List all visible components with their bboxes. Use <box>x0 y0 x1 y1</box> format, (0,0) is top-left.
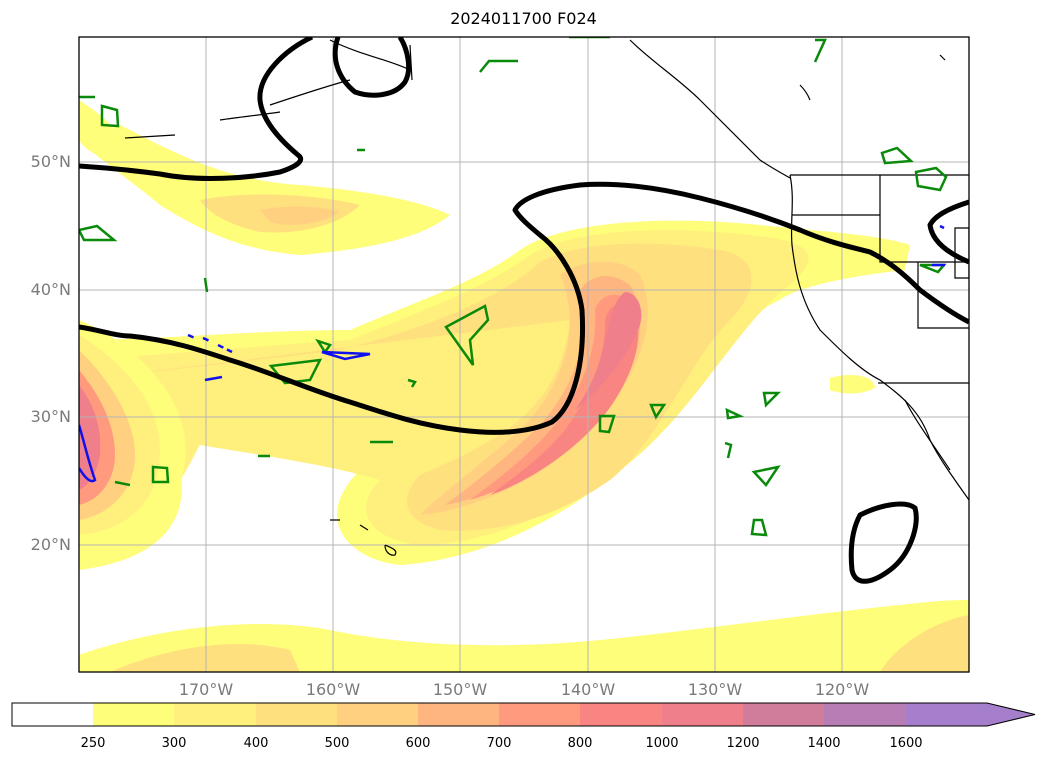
colorbar-swatch-3 <box>256 703 337 726</box>
map-frame <box>78 36 970 673</box>
ivt-patch-ca <box>830 375 875 394</box>
lon-label-130w: 130°W <box>687 680 743 699</box>
colorbar-label-800: 800 <box>567 736 593 751</box>
colorbar-swatch-1 <box>93 703 174 726</box>
lat-label-40n: 40°N <box>30 280 71 299</box>
green-contours <box>79 37 948 537</box>
ivt-south-400 <box>110 643 300 672</box>
colorbar-swatch-10 <box>824 703 906 726</box>
ivt-south-250 <box>79 600 969 672</box>
colorbar-label-1000: 1000 <box>645 736 679 751</box>
colorbar-label-1400: 1400 <box>807 736 841 751</box>
lat-label-50n: 50°N <box>30 152 71 171</box>
map-title: 2024011700 F024 <box>450 9 597 28</box>
lat-label-20n: 20°N <box>30 535 71 554</box>
colorbar-swatch-7 <box>580 703 662 726</box>
ivt-upper-band <box>79 125 450 255</box>
colorbar-extend-arrow <box>906 703 1035 726</box>
lat-label-30n: 30°N <box>30 407 71 426</box>
black-contour-main <box>79 181 969 435</box>
coastlines <box>124 39 969 556</box>
black-contour-east <box>927 199 969 265</box>
graticule <box>79 37 969 672</box>
black-contour-lobe <box>332 37 412 98</box>
colorbar-label-400: 400 <box>243 736 269 751</box>
ivt-south-400b <box>880 615 969 672</box>
ivt-band-1000 <box>575 292 642 410</box>
colorbar-label-1600: 1600 <box>889 736 923 751</box>
colorbar-swatch-9 <box>743 703 824 726</box>
ivt-band-700 <box>470 294 639 500</box>
ivt-corner-nw <box>79 100 123 160</box>
colorbar-swatch-6 <box>499 703 580 726</box>
colorbar-label-500: 500 <box>324 736 350 751</box>
colorbar-swatch-2 <box>174 703 256 726</box>
lon-label-150w: 150°W <box>432 680 488 699</box>
colorbar-swatch-8 <box>662 703 743 726</box>
colorbar-label-1200: 1200 <box>726 736 760 751</box>
black-contour-south <box>848 501 919 584</box>
colorbar-swatch-4 <box>337 703 418 726</box>
colorbar-label-700: 700 <box>486 736 512 751</box>
ivt-upper-band-3 <box>260 206 340 225</box>
lon-label-170w: 170°W <box>178 680 234 699</box>
lon-label-140w: 140°W <box>560 680 616 699</box>
blue-contours <box>79 224 945 483</box>
black-contours <box>79 37 969 584</box>
colorbar <box>11 702 1036 727</box>
colorbar-label-300: 300 <box>161 736 187 751</box>
ivt-west-1000 <box>79 385 101 490</box>
colorbar-label-600: 600 <box>405 736 431 751</box>
lon-label-160w: 160°W <box>305 680 361 699</box>
ivt-band-600 <box>445 275 641 505</box>
lon-label-120w: 120°W <box>814 680 870 699</box>
colorbar-label-250: 250 <box>80 736 106 751</box>
black-contour-upper <box>79 37 314 181</box>
colorbar-swatch-5 <box>418 703 499 726</box>
map-plot-area <box>79 37 969 672</box>
colorbar-swatch-0 <box>12 703 93 726</box>
